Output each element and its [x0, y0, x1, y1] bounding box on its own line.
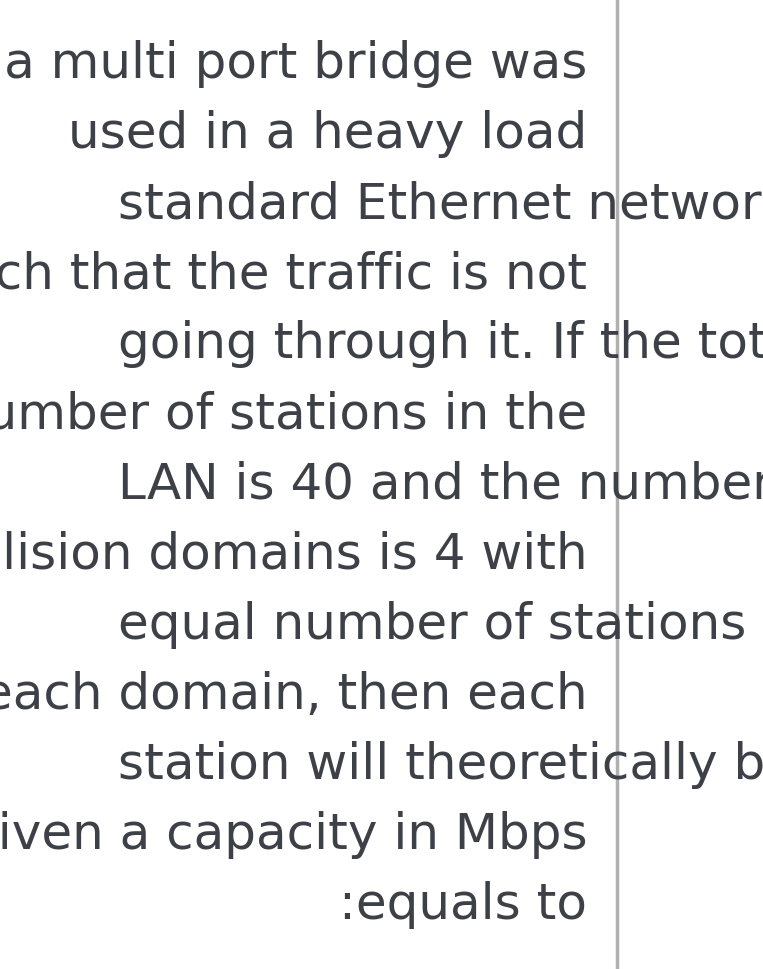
- Text: such that the traffic is not: such that the traffic is not: [0, 250, 588, 298]
- Text: station will theoretically be: station will theoretically be: [118, 740, 763, 789]
- Text: If a multi port bridge was: If a multi port bridge was: [0, 40, 588, 88]
- Text: given a capacity in Mbps: given a capacity in Mbps: [0, 811, 588, 859]
- Text: number of stations in the: number of stations in the: [0, 391, 588, 438]
- Text: each domain, then each: each domain, then each: [0, 671, 588, 719]
- Text: standard Ethernet network: standard Ethernet network: [118, 180, 763, 229]
- Text: equal number of stations in: equal number of stations in: [118, 601, 763, 648]
- Text: LAN is 40 and the number of: LAN is 40 and the number of: [118, 460, 763, 509]
- Text: going through it. If the total: going through it. If the total: [118, 321, 763, 368]
- Text: collision domains is 4 with: collision domains is 4 with: [0, 531, 588, 578]
- Text: :equals to: :equals to: [340, 881, 588, 929]
- Text: used in a heavy load: used in a heavy load: [68, 110, 588, 158]
